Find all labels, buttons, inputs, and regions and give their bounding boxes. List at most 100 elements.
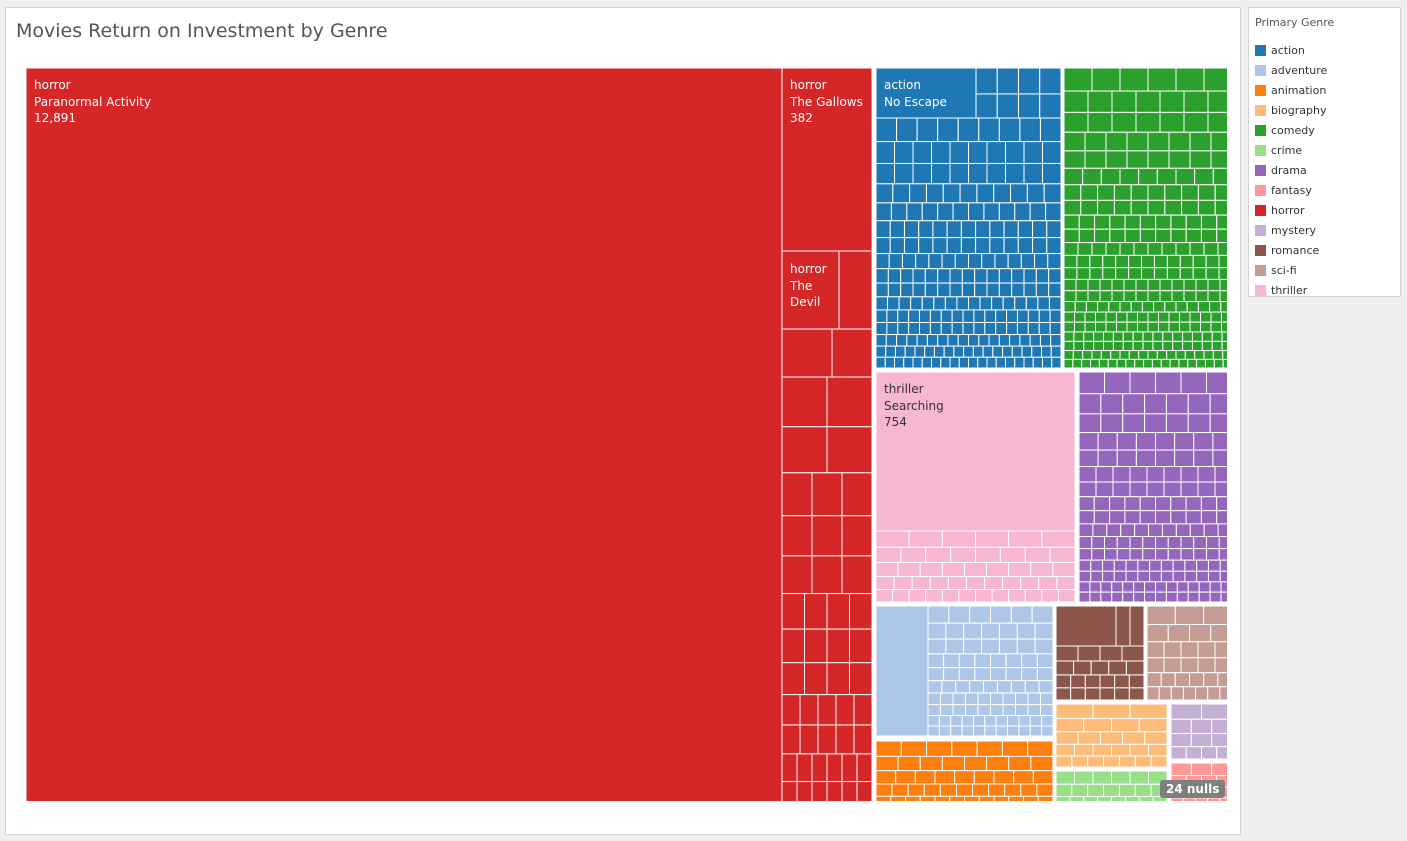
sci-fi-tile[interactable] bbox=[1195, 686, 1209, 701]
drama-tile[interactable] bbox=[1155, 371, 1182, 395]
animation-tile[interactable] bbox=[875, 755, 899, 772]
action-tile[interactable] bbox=[1048, 282, 1062, 298]
comedy-tile[interactable] bbox=[1112, 340, 1124, 352]
adventure-tile[interactable] bbox=[1034, 622, 1054, 640]
action-tile[interactable] bbox=[903, 356, 914, 369]
comedy-tile[interactable] bbox=[1179, 254, 1194, 269]
comedy-tile[interactable] bbox=[1073, 331, 1085, 342]
drama-tile[interactable] bbox=[1160, 559, 1174, 572]
sci-fi-tile[interactable] bbox=[1174, 605, 1205, 626]
sci-fi-tile[interactable] bbox=[1214, 641, 1227, 659]
comedy-tile[interactable] bbox=[1205, 267, 1220, 280]
sci-fi-tile[interactable] bbox=[1160, 672, 1176, 688]
action-tile[interactable] bbox=[1042, 356, 1053, 369]
adventure-tile[interactable] bbox=[969, 680, 985, 694]
action-tile[interactable] bbox=[903, 220, 920, 239]
drama-tile[interactable] bbox=[1078, 449, 1099, 468]
comedy-tile[interactable] bbox=[1084, 311, 1096, 323]
action-tile[interactable] bbox=[949, 282, 963, 298]
drama-tile[interactable] bbox=[1078, 393, 1102, 415]
thriller-tile[interactable] bbox=[965, 575, 986, 591]
drama-tile[interactable] bbox=[1218, 548, 1227, 561]
action-tile[interactable] bbox=[993, 183, 1012, 204]
comedy-tile[interactable] bbox=[1209, 301, 1222, 313]
biography-tile[interactable] bbox=[1077, 731, 1101, 745]
animation-tile[interactable] bbox=[993, 795, 1010, 801]
sci-fi-tile[interactable] bbox=[1158, 686, 1172, 701]
crime-tile[interactable] bbox=[1071, 783, 1089, 798]
comedy-tile[interactable] bbox=[1189, 150, 1212, 169]
comedy-tile[interactable] bbox=[1116, 321, 1128, 333]
thriller-tile[interactable] bbox=[925, 589, 943, 603]
crime-tile[interactable] bbox=[1138, 796, 1154, 801]
action-tile[interactable] bbox=[906, 202, 923, 222]
drama-tile[interactable] bbox=[1144, 581, 1156, 593]
comedy-tile[interactable] bbox=[1075, 290, 1089, 303]
comedy-tile[interactable] bbox=[1126, 321, 1138, 333]
action-tile[interactable] bbox=[992, 345, 1004, 358]
sci-fi-tile[interactable] bbox=[1163, 657, 1182, 674]
crime-tile[interactable] bbox=[1134, 783, 1152, 798]
drama-tile[interactable] bbox=[1200, 496, 1218, 512]
animation-tile[interactable] bbox=[949, 795, 965, 801]
adventure-tile[interactable] bbox=[927, 638, 947, 655]
comedy-tile[interactable] bbox=[1093, 331, 1105, 342]
adventure-tile[interactable] bbox=[1024, 680, 1040, 694]
drama-tile[interactable] bbox=[1180, 466, 1199, 483]
mystery-tile[interactable] bbox=[1170, 703, 1202, 720]
biography-tile[interactable] bbox=[1111, 717, 1140, 733]
comedy-tile[interactable] bbox=[1141, 254, 1155, 269]
drama-tile[interactable] bbox=[1102, 570, 1115, 583]
drama-tile[interactable] bbox=[1203, 523, 1219, 538]
comedy-tile[interactable] bbox=[1063, 254, 1078, 269]
comedy-tile[interactable] bbox=[1082, 167, 1102, 186]
mystery-tile[interactable] bbox=[1201, 746, 1218, 760]
sci-fi-tile[interactable] bbox=[1163, 641, 1182, 659]
biography-tile[interactable] bbox=[1055, 755, 1073, 768]
action-tile[interactable] bbox=[889, 220, 905, 239]
comedy-tile[interactable] bbox=[1170, 228, 1187, 244]
adventure-tile[interactable] bbox=[1018, 725, 1031, 737]
adventure-tile[interactable] bbox=[1041, 715, 1054, 727]
animation-tile[interactable] bbox=[951, 740, 978, 757]
action-tile[interactable] bbox=[1049, 309, 1062, 324]
comedy-tile[interactable] bbox=[1214, 199, 1227, 216]
adventure-tile[interactable] bbox=[940, 704, 954, 717]
thriller-tile[interactable] bbox=[919, 561, 943, 577]
thriller-tile[interactable] bbox=[897, 561, 921, 577]
comedy-tile[interactable] bbox=[1063, 301, 1076, 313]
comedy-tile[interactable] bbox=[1076, 254, 1091, 269]
adventure-tile[interactable] bbox=[1021, 667, 1038, 682]
comedy-tile[interactable] bbox=[1135, 278, 1149, 292]
action-tile[interactable] bbox=[897, 322, 910, 336]
mystery-tile[interactable] bbox=[1170, 746, 1187, 760]
horror-tile[interactable] bbox=[856, 781, 873, 801]
action-tile[interactable] bbox=[1034, 253, 1049, 270]
comedy-tile[interactable] bbox=[1089, 267, 1104, 280]
romance-tile[interactable] bbox=[1055, 645, 1079, 662]
comedy-tile[interactable] bbox=[1162, 340, 1174, 352]
comedy-tile[interactable] bbox=[1105, 242, 1121, 256]
adventure-tile[interactable] bbox=[955, 680, 971, 694]
adventure-tile[interactable] bbox=[1031, 605, 1054, 624]
biography-tile[interactable] bbox=[1111, 743, 1131, 757]
animation-tile[interactable] bbox=[875, 740, 902, 757]
action-tile[interactable] bbox=[875, 202, 892, 222]
comedy-tile[interactable] bbox=[1219, 290, 1227, 303]
biography-tile[interactable] bbox=[1138, 717, 1168, 733]
crime-tile[interactable] bbox=[1055, 783, 1073, 798]
drama-tile[interactable] bbox=[1112, 481, 1131, 498]
action-tile[interactable] bbox=[1006, 309, 1018, 324]
comedy-tile[interactable] bbox=[1197, 301, 1211, 313]
drama-tile[interactable] bbox=[1155, 548, 1169, 561]
thriller-tile[interactable] bbox=[941, 589, 960, 603]
action-tile[interactable] bbox=[887, 282, 902, 298]
horror-tile[interactable] bbox=[841, 555, 873, 595]
action-tile[interactable] bbox=[998, 202, 1016, 222]
action-tile[interactable] bbox=[924, 282, 939, 298]
legend-item-mystery[interactable]: mystery bbox=[1249, 220, 1400, 240]
horror-tile[interactable] bbox=[781, 781, 798, 801]
adventure-tile[interactable] bbox=[965, 692, 979, 706]
action-tile[interactable] bbox=[1042, 162, 1062, 185]
comedy-tile[interactable] bbox=[1072, 358, 1083, 369]
